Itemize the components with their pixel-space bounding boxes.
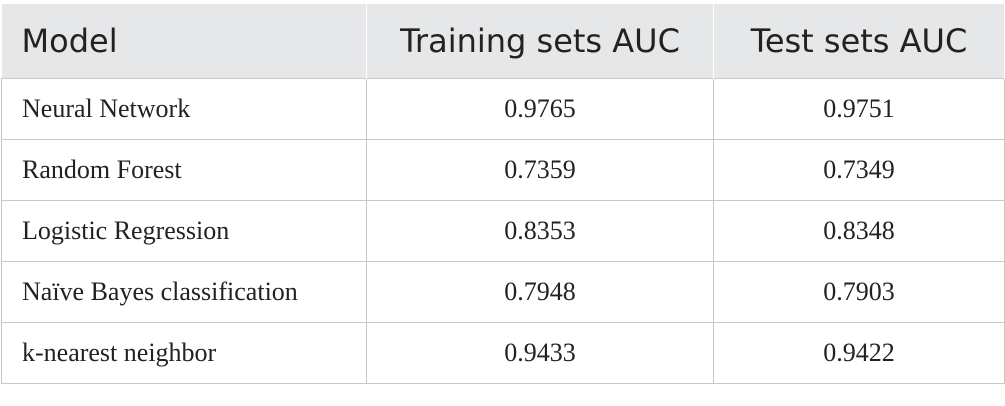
auc-cell: 0.7359 bbox=[366, 139, 714, 201]
auc-cell: 0.7349 bbox=[713, 139, 1005, 201]
auc-cell: 0.7948 bbox=[366, 261, 714, 323]
table-row: Neural Network 0.9765 0.9751 bbox=[1, 78, 1005, 140]
auc-cell: 0.9765 bbox=[366, 78, 714, 140]
table-row: k-nearest neighbor 0.9433 0.9422 bbox=[1, 322, 1005, 384]
header-cell: Training sets AUC bbox=[366, 4, 714, 79]
page: Model Training sets AUC Test sets AUC Ne… bbox=[0, 4, 1005, 406]
table-row: Random Forest 0.7359 0.7349 bbox=[1, 139, 1005, 201]
model-cell: Neural Network bbox=[1, 78, 367, 140]
table-header: Model Training sets AUC Test sets AUC bbox=[1, 4, 1005, 79]
auc-cell: 0.9422 bbox=[713, 322, 1005, 384]
auc-cell: 0.8353 bbox=[366, 200, 714, 262]
header-cell: Test sets AUC bbox=[713, 4, 1005, 79]
auc-cell: 0.9751 bbox=[713, 78, 1005, 140]
model-cell: k-nearest neighbor bbox=[1, 322, 367, 384]
header-row: Model Training sets AUC Test sets AUC bbox=[1, 4, 1005, 79]
table-row: Logistic Regression 0.8353 0.8348 bbox=[1, 200, 1005, 262]
model-cell: Naïve Bayes classification bbox=[1, 261, 367, 323]
auc-table: Model Training sets AUC Test sets AUC Ne… bbox=[1, 4, 1005, 384]
model-cell: Random Forest bbox=[1, 139, 367, 201]
table-body: Neural Network 0.9765 0.9751 Random Forest 0… bbox=[1, 78, 1005, 384]
model-cell: Logistic Regression bbox=[1, 200, 367, 262]
auc-cell: 0.8348 bbox=[713, 200, 1005, 262]
table-row: Naïve Bayes classification 0.7948 0.7903 bbox=[1, 261, 1005, 323]
auc-cell: 0.7903 bbox=[713, 261, 1005, 323]
auc-cell: 0.9433 bbox=[366, 322, 714, 384]
header-cell: Model bbox=[1, 4, 367, 79]
